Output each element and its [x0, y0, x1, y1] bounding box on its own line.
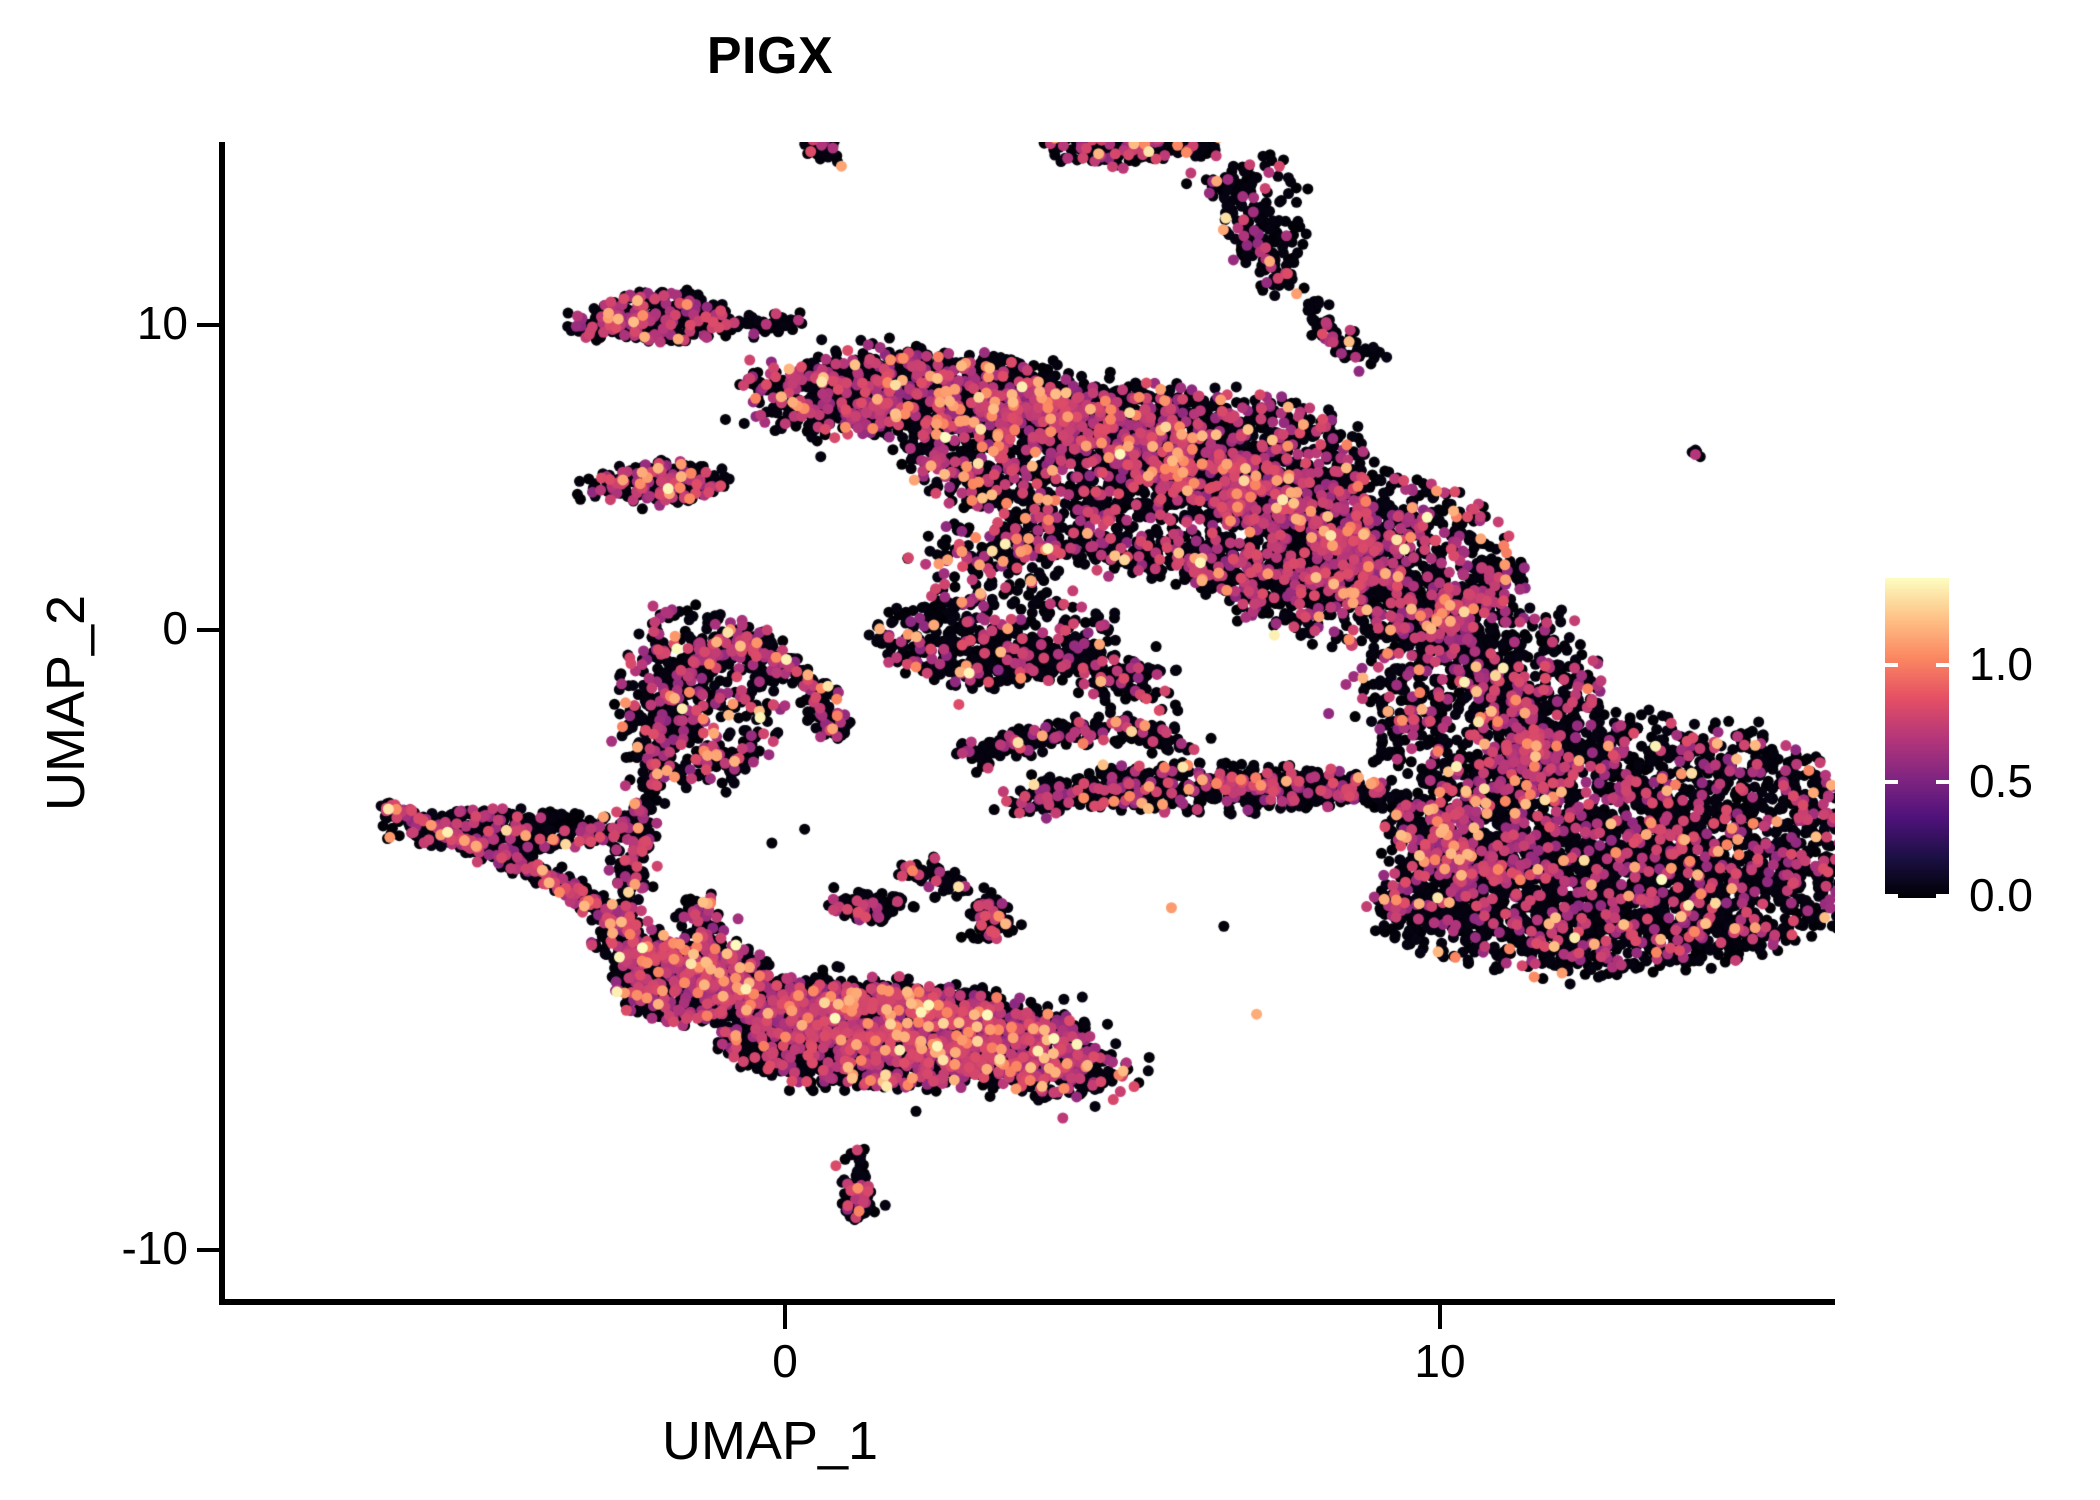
page-title: PIGX — [706, 27, 834, 85]
colorbar-label-low: 0.0 — [1969, 869, 2033, 921]
colorbar-tick-3 — [1885, 894, 1898, 898]
y-tick-mark — [197, 323, 221, 327]
colorbar-tick-1 — [1885, 663, 1898, 667]
colorbar-tick-2 — [1885, 780, 1898, 784]
y-tick-label-10: 10 — [136, 297, 188, 349]
y-tick-label-neg10: -10 — [121, 1222, 188, 1274]
scatter-points-layer — [225, 142, 1835, 1299]
color-legend: 1.0 0.5 0.0 — [1885, 578, 2100, 918]
x-tick-label-0: 0 — [772, 1335, 798, 1387]
x-tick-label-10: 10 — [1414, 1335, 1466, 1387]
x-tick-mark — [783, 1305, 787, 1329]
y-tick-mark — [197, 628, 221, 632]
colorbar-label-high: 1.0 — [1969, 638, 2033, 690]
colorbar-tick-3b — [1936, 894, 1949, 898]
y-tick-mark — [197, 1248, 221, 1252]
colorbar-label-mid: 0.5 — [1969, 755, 2033, 807]
y-axis-line — [219, 142, 225, 1305]
y-axis-title: UMAP_2 — [36, 594, 96, 812]
colorbar-gradient — [1885, 578, 1949, 898]
x-tick-mark — [1438, 1305, 1442, 1329]
colorbar-tick-2b — [1936, 780, 1949, 784]
x-axis-title: UMAP_1 — [661, 1411, 879, 1471]
x-axis-line — [219, 1299, 1835, 1305]
colorbar-tick-1b — [1936, 663, 1949, 667]
scatter-plot-panel — [225, 142, 1835, 1299]
y-tick-label-0: 0 — [162, 602, 188, 654]
